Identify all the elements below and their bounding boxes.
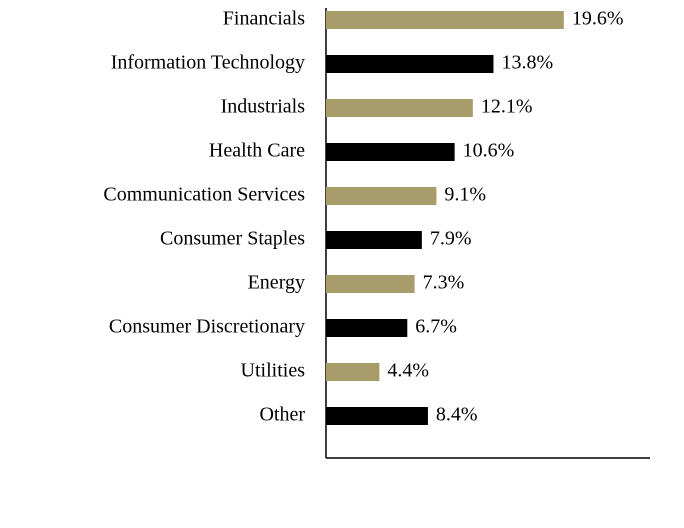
y-tick-label: Other [259, 404, 305, 426]
data-label: 19.6% [572, 8, 624, 30]
data-label: 6.7% [415, 316, 457, 338]
data-label: 10.6% [463, 140, 515, 162]
y-tick-label: Consumer Staples [160, 228, 305, 250]
bar [326, 99, 473, 117]
y-tick-label: Health Care [209, 140, 305, 162]
bar [326, 231, 422, 249]
y-tick-label: Energy [248, 272, 305, 294]
bar [326, 275, 415, 293]
data-label: 8.4% [436, 404, 478, 426]
y-tick-label: Consumer Discretionary [109, 316, 305, 338]
bar [326, 143, 455, 161]
data-label: 7.3% [423, 272, 465, 294]
bar [326, 319, 408, 337]
y-tick-label: Communication Services [103, 184, 305, 206]
data-label: 7.9% [430, 228, 472, 250]
bar [326, 407, 428, 425]
data-label: 12.1% [481, 96, 533, 118]
data-label: 4.4% [387, 360, 429, 382]
y-tick-label: Financials [223, 8, 305, 30]
data-label: 13.8% [501, 52, 553, 74]
y-tick-label: Information Technology [111, 52, 305, 74]
bar [326, 187, 437, 205]
bar [326, 363, 380, 381]
y-tick-label: Utilities [241, 360, 306, 382]
data-label: 9.1% [444, 184, 486, 206]
y-tick-label: Industrials [221, 96, 306, 118]
bar [326, 55, 494, 73]
bar [326, 11, 564, 29]
